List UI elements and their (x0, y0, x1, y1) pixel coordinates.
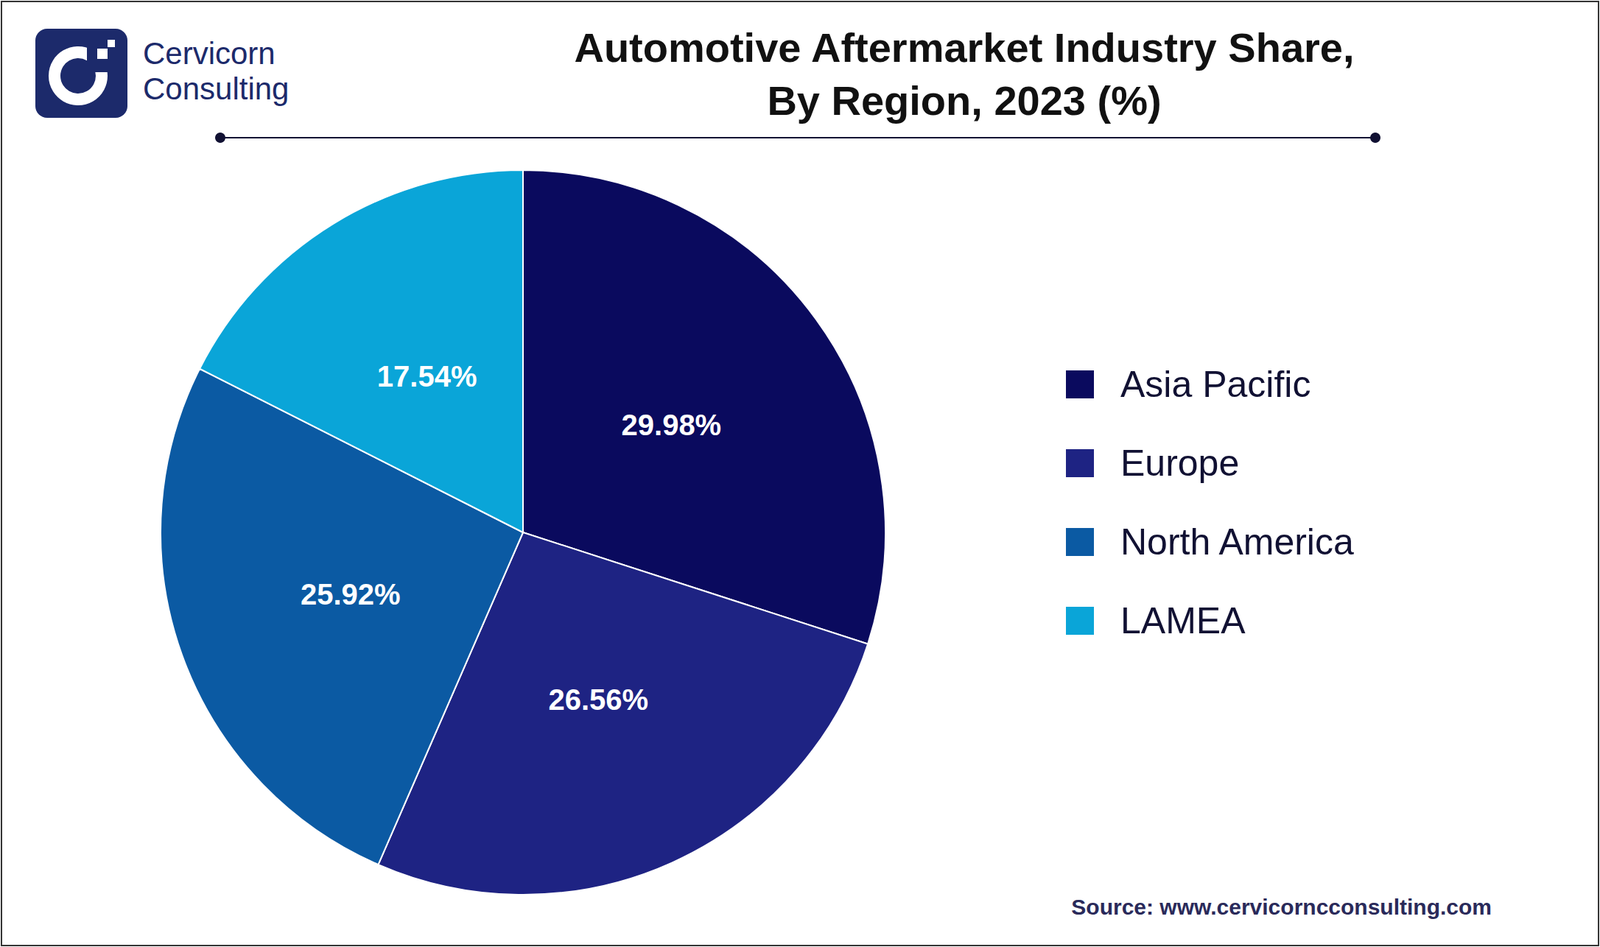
svg-text:LAMEA: LAMEA (1120, 600, 1246, 642)
svg-text:Source: www.cervicorncconsulti: Source: www.cervicorncconsulting.com (1071, 895, 1492, 920)
svg-text:26.56%: 26.56% (548, 683, 649, 717)
svg-text:25.92%: 25.92% (300, 578, 401, 611)
svg-text:Europe: Europe (1120, 442, 1240, 484)
svg-text:29.98%: 29.98% (621, 408, 722, 442)
svg-text:Asia Pacific: Asia Pacific (1120, 363, 1311, 406)
svg-text:North America: North America (1120, 521, 1354, 563)
svg-text:By Region, 2023 (%): By Region, 2023 (%) (766, 77, 1161, 124)
svg-text:17.54%: 17.54% (377, 360, 478, 393)
svg-text:Consulting: Consulting (142, 71, 289, 107)
svg-text:Cervicorn: Cervicorn (142, 36, 276, 71)
svg-text:Automotive Aftermarket Industr: Automotive Aftermarket Industry Share, (573, 24, 1354, 71)
